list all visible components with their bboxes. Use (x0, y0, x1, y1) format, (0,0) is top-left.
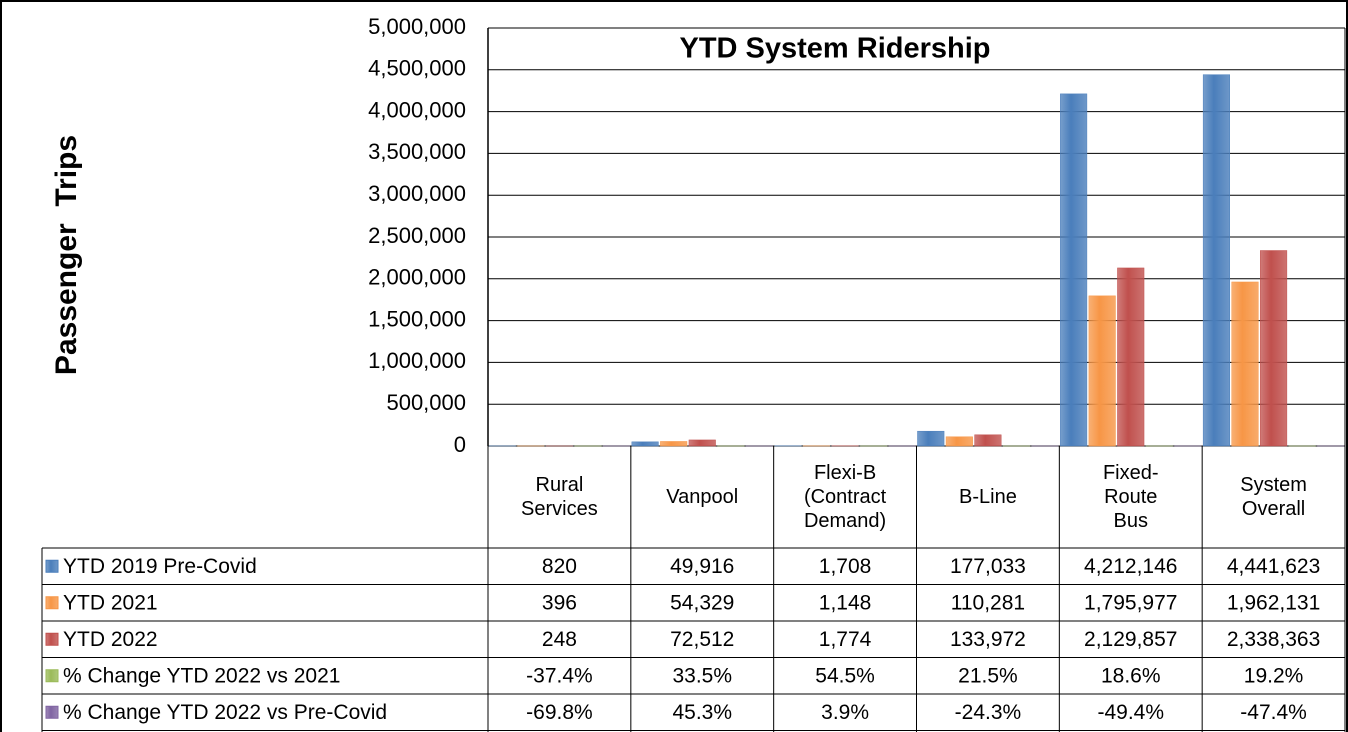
table-value: 54.5% (815, 664, 875, 687)
table-value: 1,795,977 (1084, 591, 1177, 614)
bar (974, 434, 1002, 447)
table-value: 248 (542, 628, 577, 651)
y-tick-label: 500,000 (386, 390, 466, 415)
table-value: 1,962,131 (1227, 591, 1320, 614)
table-value: 18.6% (1101, 664, 1161, 687)
table-value: 396 (542, 591, 577, 614)
table-value: 19.2% (1244, 664, 1304, 687)
table-value: 49,916 (670, 555, 734, 578)
table-value: -37.4% (526, 664, 593, 687)
category-label: Rural Services (521, 474, 598, 520)
category-label: Vanpool (666, 486, 739, 508)
y-tick-label: 3,500,000 (368, 139, 466, 164)
table-value: 1,148 (819, 591, 872, 614)
bar (660, 441, 688, 447)
bar (1202, 74, 1230, 447)
legend-label: % Change YTD 2022 vs Pre-Covid (63, 701, 387, 724)
table-value: 2,129,857 (1084, 628, 1177, 651)
legend-label: YTD 2022 (63, 628, 158, 651)
y-tick-label: 2,000,000 (368, 265, 466, 290)
table-value: 4,441,623 (1227, 555, 1320, 578)
bar (1117, 267, 1145, 447)
legend-key (45, 705, 59, 719)
table-value: 1,708 (819, 555, 872, 578)
category-label: Flexi-B (Contract Demand) (803, 462, 887, 532)
y-tick-label: 5,000,000 (368, 14, 466, 39)
y-tick-label: 2,500,000 (368, 223, 466, 248)
table-value: 2,338,363 (1227, 628, 1320, 651)
table-value: 177,033 (950, 555, 1026, 578)
table-value: 133,972 (950, 628, 1026, 651)
bar (688, 439, 716, 447)
category-label: B-Line (959, 486, 1017, 508)
y-axis-label: Passenger Trips (50, 135, 83, 375)
bar (631, 441, 659, 447)
y-tick-label: 4,000,000 (368, 97, 466, 122)
y-tick-label: 1,000,000 (368, 348, 466, 373)
table-value: -24.3% (955, 701, 1022, 724)
table-value: 1,774 (819, 628, 872, 651)
legend-label: YTD 2021 (63, 591, 158, 614)
y-tick-label: 0 (454, 432, 466, 457)
category-label: System Overall (1240, 474, 1307, 520)
bar (1231, 281, 1259, 447)
legend-key (45, 669, 59, 683)
table-value: -49.4% (1097, 701, 1164, 724)
legend-label: YTD 2019 Pre-Covid (63, 555, 257, 578)
chart-title: YTD System Ridership (679, 33, 990, 65)
table-value: 45.3% (672, 701, 732, 724)
y-tick-label: 1,500,000 (368, 306, 466, 331)
legend-key (45, 559, 59, 573)
table-value: 54,329 (670, 591, 734, 614)
bar (1088, 295, 1116, 447)
bar (1260, 250, 1288, 447)
table-value: 21.5% (958, 664, 1018, 687)
bar (917, 430, 945, 447)
y-tick-label: 4,500,000 (368, 56, 466, 81)
legend-key (45, 632, 59, 646)
table-value: 3.9% (821, 701, 869, 724)
legend-label: % Change YTD 2022 vs 2021 (63, 664, 340, 687)
y-tick-label: 3,000,000 (368, 181, 466, 206)
table-value: -69.8% (526, 701, 593, 724)
table-value: 820 (542, 555, 577, 578)
category-label: Fixed-Route Bus (1102, 462, 1159, 532)
table-value: 72,512 (670, 628, 734, 651)
table-value: -47.4% (1240, 701, 1307, 724)
bar (945, 436, 973, 447)
table-value: 33.5% (672, 664, 732, 687)
bar (1060, 93, 1088, 447)
table-value: 4,212,146 (1084, 555, 1177, 578)
table-value: 110,281 (951, 591, 1025, 614)
legend-key (45, 596, 59, 610)
